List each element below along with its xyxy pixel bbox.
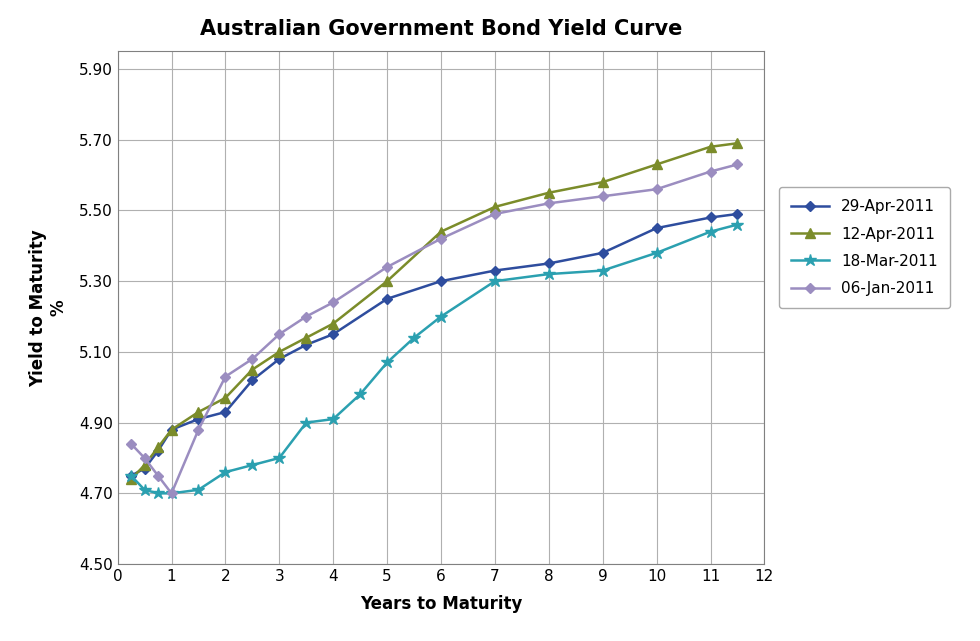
06-Jan-2011 [489,210,501,218]
29-Apr-2011 [731,210,743,218]
18-Mar-2011 [220,469,231,476]
12-Apr-2011 [152,444,164,451]
12-Apr-2011 [327,320,339,328]
12-Apr-2011 [166,426,177,433]
18-Mar-2011 [300,419,312,426]
18-Mar-2011 [435,313,447,320]
12-Apr-2011 [543,189,555,197]
29-Apr-2011 [705,213,716,221]
06-Jan-2011 [731,161,743,169]
18-Mar-2011 [125,472,137,479]
12-Apr-2011 [220,394,231,402]
18-Mar-2011 [543,271,555,278]
18-Mar-2011 [166,490,177,497]
12-Apr-2011 [273,348,285,356]
Line: 12-Apr-2011: 12-Apr-2011 [126,138,742,484]
18-Mar-2011 [139,486,151,494]
06-Jan-2011 [152,472,164,479]
06-Jan-2011 [705,168,716,176]
12-Apr-2011 [731,139,743,147]
06-Jan-2011 [651,185,662,193]
29-Apr-2011 [435,278,447,285]
Line: 29-Apr-2011: 29-Apr-2011 [127,210,741,479]
06-Jan-2011 [273,330,285,338]
29-Apr-2011 [300,341,312,349]
06-Jan-2011 [247,355,259,363]
12-Apr-2011 [381,278,393,285]
18-Mar-2011 [731,221,743,228]
12-Apr-2011 [435,228,447,235]
18-Mar-2011 [152,490,164,497]
18-Mar-2011 [355,390,367,398]
29-Apr-2011 [125,472,137,479]
06-Jan-2011 [192,426,204,433]
12-Apr-2011 [651,161,662,169]
18-Mar-2011 [489,278,501,285]
06-Jan-2011 [125,440,137,447]
18-Mar-2011 [651,249,662,256]
12-Apr-2011 [192,408,204,416]
Line: 18-Mar-2011: 18-Mar-2011 [124,219,744,499]
29-Apr-2011 [220,408,231,416]
Legend: 29-Apr-2011, 12-Apr-2011, 18-Mar-2011, 06-Jan-2011: 29-Apr-2011, 12-Apr-2011, 18-Mar-2011, 0… [778,187,950,308]
12-Apr-2011 [489,203,501,211]
29-Apr-2011 [489,267,501,274]
29-Apr-2011 [543,260,555,267]
18-Mar-2011 [381,359,393,367]
29-Apr-2011 [597,249,609,256]
29-Apr-2011 [192,415,204,423]
06-Jan-2011 [166,490,177,497]
06-Jan-2011 [327,299,339,306]
12-Apr-2011 [247,366,259,374]
29-Apr-2011 [651,224,662,232]
29-Apr-2011 [152,447,164,454]
29-Apr-2011 [247,376,259,384]
06-Jan-2011 [139,454,151,462]
18-Mar-2011 [192,486,204,494]
29-Apr-2011 [327,330,339,338]
29-Apr-2011 [139,465,151,472]
06-Jan-2011 [381,263,393,271]
12-Apr-2011 [125,476,137,483]
18-Mar-2011 [273,454,285,462]
06-Jan-2011 [543,199,555,207]
12-Apr-2011 [597,178,609,186]
18-Mar-2011 [705,228,716,235]
Y-axis label: Yield to Maturity
%: Yield to Maturity % [29,229,68,387]
06-Jan-2011 [300,313,312,320]
12-Apr-2011 [705,143,716,151]
06-Jan-2011 [435,235,447,242]
06-Jan-2011 [597,192,609,200]
18-Mar-2011 [597,267,609,274]
Title: Australian Government Bond Yield Curve: Australian Government Bond Yield Curve [200,19,682,38]
18-Mar-2011 [247,462,259,469]
12-Apr-2011 [300,334,312,342]
29-Apr-2011 [273,355,285,363]
06-Jan-2011 [220,373,231,381]
18-Mar-2011 [409,334,420,342]
12-Apr-2011 [139,462,151,469]
18-Mar-2011 [327,415,339,423]
Line: 06-Jan-2011: 06-Jan-2011 [127,161,741,497]
29-Apr-2011 [381,295,393,303]
X-axis label: Years to Maturity: Years to Maturity [360,595,522,613]
29-Apr-2011 [166,426,177,433]
